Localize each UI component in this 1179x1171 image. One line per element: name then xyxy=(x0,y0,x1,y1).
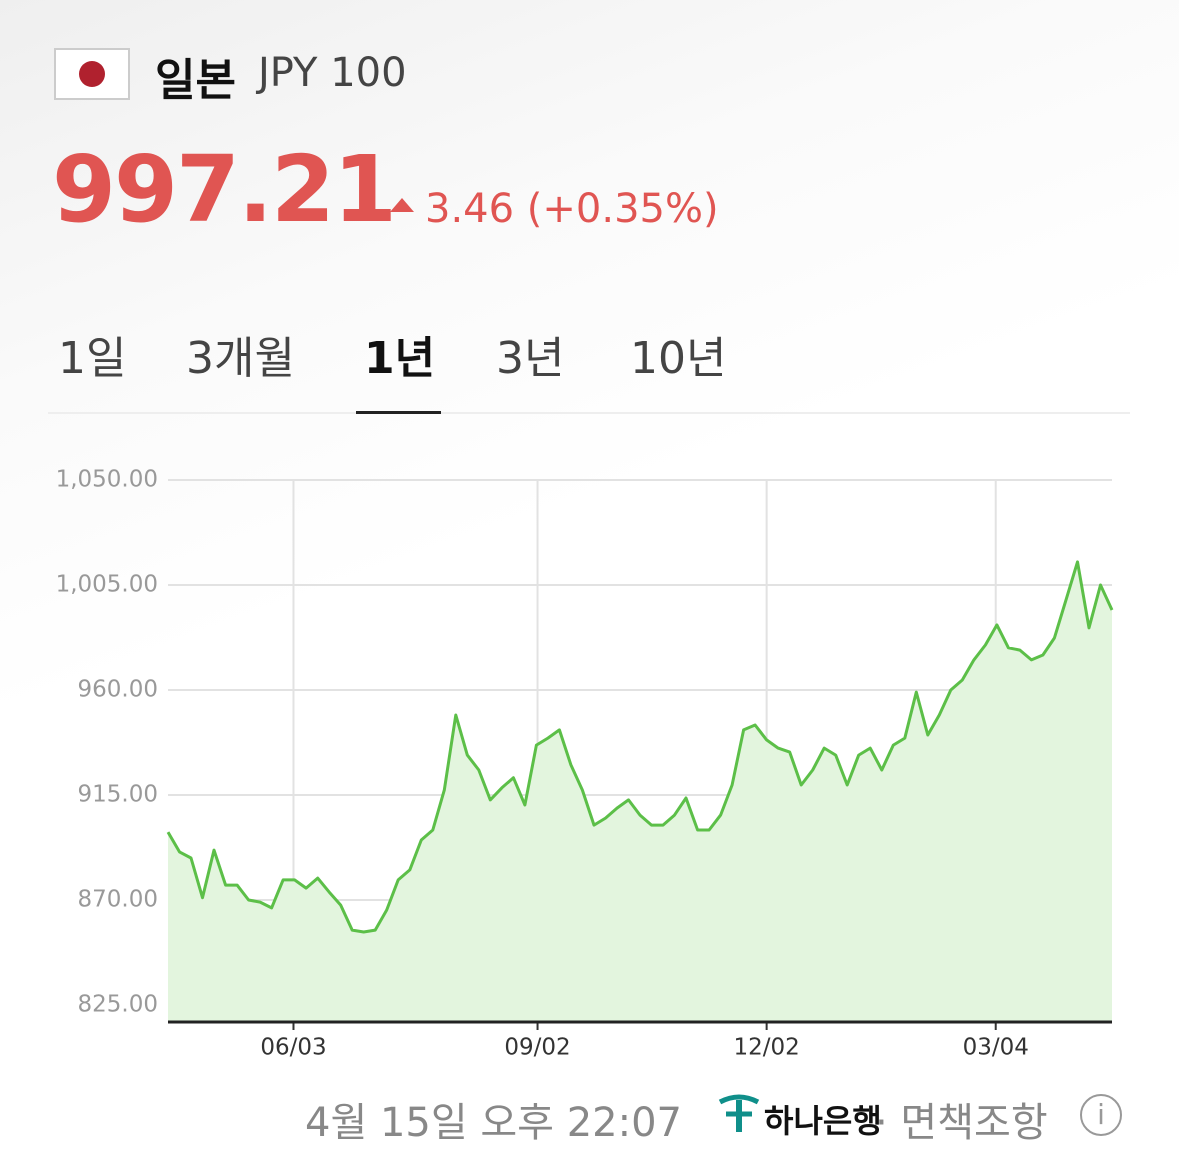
country-name: 일본 xyxy=(155,55,236,106)
price: 997.21 xyxy=(52,136,397,243)
flag-icon xyxy=(54,48,130,100)
x-tick-label: 09/02 xyxy=(504,1035,570,1061)
y-tick-label: 1,005.00 xyxy=(56,572,158,598)
info-icon[interactable]: i xyxy=(1080,1094,1122,1136)
x-tick-label: 06/03 xyxy=(260,1035,326,1061)
up-arrow xyxy=(390,198,414,212)
tab[interactable]: 3개월 xyxy=(186,333,295,384)
currency-code: JPY 100 xyxy=(258,50,407,96)
bank-name: 하나은행 xyxy=(764,1102,882,1140)
x-tick-label: 12/02 xyxy=(733,1035,799,1061)
x-tick-label: 03/04 xyxy=(963,1035,1029,1061)
y-tick-label: 825.00 xyxy=(78,992,158,1018)
bank-logo xyxy=(718,1094,760,1132)
area-fill xyxy=(168,561,1112,1022)
disclaimer[interactable]: · 면책조항 xyxy=(875,1100,1048,1146)
chart: 1,050.00 1,005.00 960.00 915.00 870.00 825.00… xyxy=(56,467,1114,1061)
y-tick-label: 915.00 xyxy=(78,782,158,808)
tab-active[interactable]: 1년 xyxy=(364,333,436,384)
timestamp: 4월 15일 오후 22:07 xyxy=(305,1100,682,1146)
price-change: 3.46 (+0.35%) xyxy=(425,186,719,232)
y-tick-label: 870.00 xyxy=(78,887,158,913)
tab[interactable]: 1일 xyxy=(58,333,127,384)
tab[interactable]: 10년 xyxy=(630,333,727,384)
y-tick-label: 960.00 xyxy=(78,677,158,703)
tab-underline xyxy=(356,411,441,414)
y-tick-label: 1,050.00 xyxy=(56,467,158,493)
price-line xyxy=(166,560,1114,934)
divider xyxy=(48,412,1130,414)
tab[interactable]: 3년 xyxy=(496,333,565,384)
